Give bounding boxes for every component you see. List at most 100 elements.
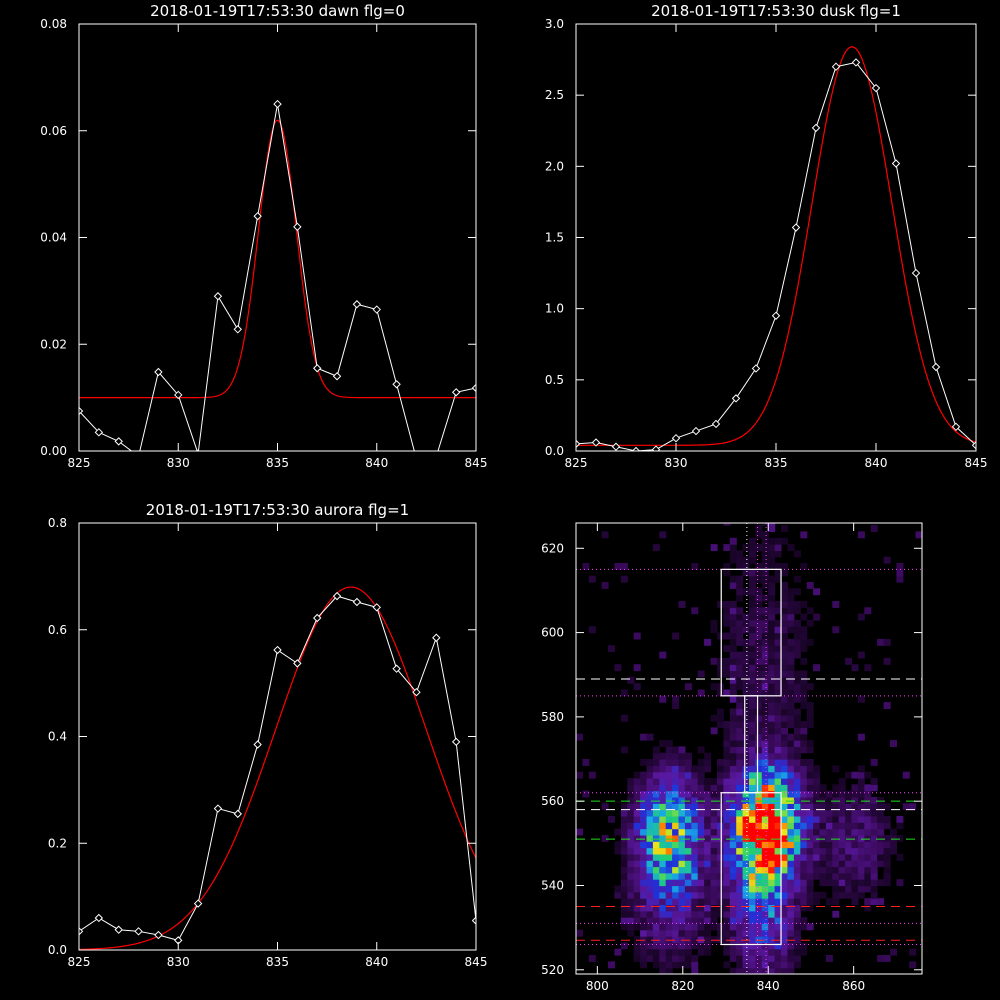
heatmap-pixel (806, 740, 814, 747)
heatmap-pixel (659, 759, 667, 766)
heatmap-pixel (761, 670, 769, 678)
heatmap-pixel (819, 853, 827, 861)
heatmap-pixel (755, 575, 763, 583)
heatmap-pixel (806, 860, 814, 868)
heatmap-pixel (646, 866, 654, 874)
heatmap-pixel (787, 828, 795, 836)
heatmap-pixel (749, 569, 756, 577)
heatmap-pixel (781, 702, 788, 709)
heatmap-pixel (761, 556, 769, 564)
heatmap-pixel (787, 746, 795, 754)
heatmap-pixel (845, 866, 853, 874)
heatmap-pixel (736, 841, 744, 849)
heatmap-pixel (749, 670, 756, 678)
heatmap-pixel (813, 872, 821, 880)
heatmap-pixel (755, 961, 763, 969)
heatmap-pixel (749, 847, 756, 855)
heatmap-pixel (781, 594, 788, 602)
heatmap-pixel (755, 638, 763, 646)
heatmap-pixel (736, 904, 744, 912)
data-point-marker (791, 223, 801, 232)
heatmap-pixel (627, 822, 635, 830)
heatmap-pixel (838, 866, 846, 874)
heatmap-pixel (755, 790, 763, 798)
heatmap-pixel (813, 834, 821, 842)
heatmap-pixel (806, 607, 814, 615)
x-tick-label: 860 (842, 979, 865, 993)
heatmap-pixel (832, 834, 840, 842)
heatmap-pixel (787, 676, 795, 684)
heatmap-pixel (768, 645, 776, 653)
heatmap-pixel (633, 917, 641, 924)
heatmap-pixel (691, 910, 699, 918)
heatmap-pixel (877, 841, 885, 849)
heatmap-pixel (755, 822, 763, 830)
heatmap-pixel (729, 771, 737, 779)
heatmap-pixel (793, 708, 801, 716)
heatmap-pixel (774, 607, 782, 615)
gaussian-fit-line (79, 586, 476, 950)
y-tick-label: 0.02 (40, 337, 67, 351)
data-point-marker (372, 603, 381, 612)
heatmap-pixel (761, 550, 769, 558)
heatmap-pixel (781, 929, 788, 937)
heatmap-pixel (781, 923, 788, 931)
heatmap-pixel (691, 860, 699, 868)
heatmap-pixel (659, 891, 667, 899)
heatmap-pixel (806, 638, 814, 646)
heatmap-pixel (691, 961, 699, 969)
heatmap-pixel (665, 942, 673, 950)
heatmap-pixel (678, 904, 686, 912)
heatmap-pixel (851, 771, 859, 779)
heatmap-pixel (672, 923, 680, 931)
heatmap-pixel (787, 917, 795, 924)
heatmap-pixel (883, 702, 891, 709)
heatmap-pixel (691, 904, 699, 912)
heatmap-pixel (640, 784, 648, 792)
heatmap-pixel (601, 531, 609, 539)
heatmap-pixel (857, 815, 865, 823)
heatmap-pixel (768, 607, 776, 615)
heatmap-pixel (877, 955, 885, 962)
data-point-marker (233, 325, 243, 334)
heatmap-pixel (684, 778, 692, 785)
heatmap-pixel (755, 809, 763, 817)
heatmap-pixel (742, 613, 750, 621)
heatmap-pixel (723, 765, 731, 773)
heatmap-pixel (890, 948, 897, 956)
heatmap-pixel (749, 601, 756, 608)
heatmap-pixel (736, 879, 744, 887)
heatmap-pixel (717, 778, 724, 785)
heatmap-pixel (755, 752, 763, 760)
heatmap-pixel (697, 929, 705, 937)
heatmap-pixel (787, 778, 795, 785)
data-point-marker (134, 927, 143, 936)
heatmap-pixel (717, 923, 724, 931)
heatmap-pixel (793, 784, 801, 792)
heatmap-pixel (646, 923, 654, 931)
heatmap-pixel (723, 948, 731, 956)
heatmap-pixel (793, 872, 801, 880)
heatmap-pixel (761, 771, 769, 779)
heatmap-pixel (864, 847, 872, 855)
heatmap-pixel (736, 619, 744, 627)
heatmap-pixel (774, 790, 782, 798)
heatmap-pixel (768, 923, 776, 931)
heatmap-pixel (704, 898, 712, 905)
heatmap-pixel (684, 872, 692, 880)
y-tick-label: 520 (541, 963, 564, 977)
heatmap-pixel (742, 828, 750, 836)
heatmap-pixel (774, 544, 782, 551)
heatmap-pixel (678, 797, 686, 804)
heatmap-pixel (736, 727, 744, 735)
heatmap-pixel (659, 961, 667, 969)
heatmap-pixel (774, 657, 782, 665)
heatmap-pixel (761, 898, 769, 905)
heatmap-pixel (742, 702, 750, 709)
heatmap-pixel (665, 759, 673, 766)
heatmap-pixel (755, 879, 763, 887)
heatmap-pixel (774, 645, 782, 653)
heatmap-pixel (845, 809, 853, 817)
heatmap-pixel (755, 619, 763, 627)
heatmap-pixel (781, 853, 788, 861)
